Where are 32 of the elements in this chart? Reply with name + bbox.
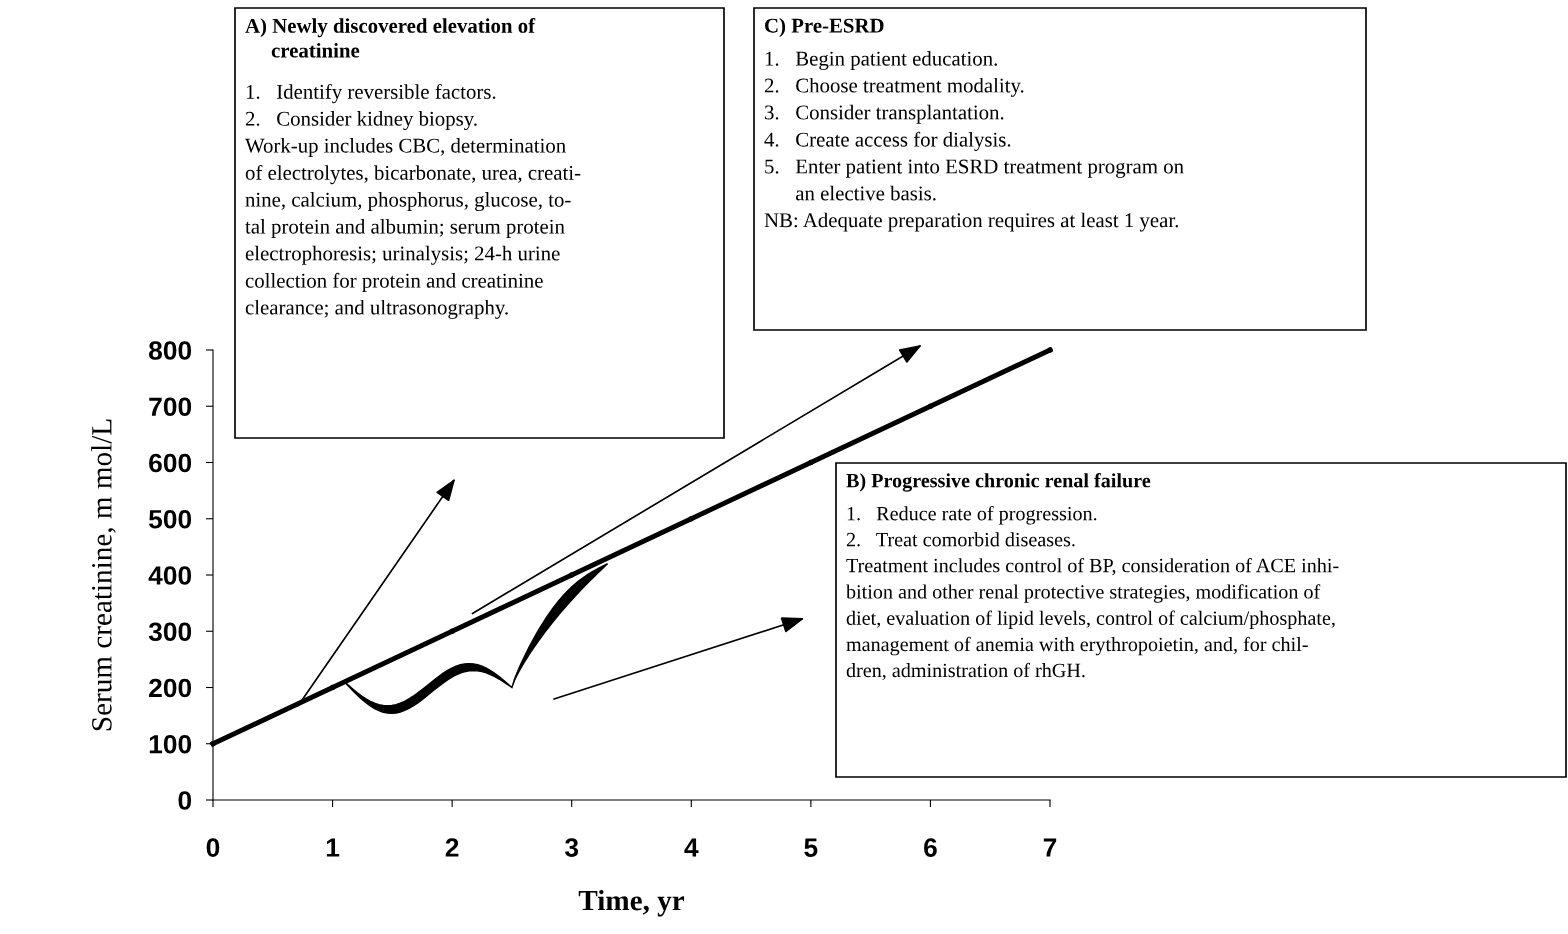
x-tick-label: 2 — [445, 838, 459, 857]
x-tick-label: 3 — [564, 838, 579, 857]
y-tick-label: 600 — [149, 453, 192, 473]
x-tick-label: 0 — [206, 838, 220, 857]
text: A) Newly discovered elevation of creatinine — [245, 18, 536, 58]
x-tick-label: 1 — [326, 838, 340, 857]
point — [927, 403, 934, 410]
text: C) Pre-ESRD — [765, 18, 884, 37]
point — [688, 515, 695, 522]
text: 1. Begin patient education. 2. Choose treatment modality. 3. Consider transplantation. 4. Create access for dialysis. 5. Enter patient into ESRD treatment program on an elective basis. NB: Adequate preparation requires at least 1 year. — [764, 51, 1184, 232]
y-tick-label: 400 — [148, 566, 192, 585]
point — [449, 628, 455, 635]
y-tick-label: 0 — [178, 791, 192, 810]
point — [808, 459, 814, 466]
point — [568, 572, 575, 578]
y-tick-label: 200 — [149, 678, 192, 698]
annotation: 1. Reduce rate of progression. 2. Treat comorbid diseases. Treatment includes control of BP, consideration of ACE inhi- bition and other renal protective strategies, modification of diet, evaluation of lipid levels, control of calcium/phosphate, management of anemia with erythropoietin, and, for chil- dren, administration of rhGH. — [846, 506, 1339, 681]
point — [1047, 347, 1053, 353]
y-tick-label: 300 — [148, 622, 192, 642]
x-tick-label: 5 — [804, 838, 818, 857]
y-tick-label: 700 — [149, 397, 192, 417]
annotation: B) Progressive chronic renal failure — [846, 473, 1151, 492]
x-tick-label: 4 — [684, 838, 699, 857]
point — [329, 684, 336, 691]
y-tick-label: 500 — [148, 509, 192, 529]
x-tick-label: 7 — [1043, 838, 1057, 857]
y-axis-title: Serum creatinine, m mol/L — [91, 419, 116, 731]
text: 1. Identify reversible factors. 2. Consider kidney biopsy. Work-up includes CBC, determination of electrolytes, bicarbonate, urea, creati- nine, calcium, phosphorus, glucose, to- tal protein and albumin; serum protein electrophoresis; urinalysis; 24-h urine collection for protein and creatinine clearance; and ultrasonography. — [245, 84, 581, 319]
x-tick-label: 6 — [924, 838, 937, 857]
y-tick-label: 800 — [148, 341, 192, 360]
x-axis-title: Time, yr — [578, 889, 685, 917]
y-tick-label: 100 — [149, 734, 192, 754]
